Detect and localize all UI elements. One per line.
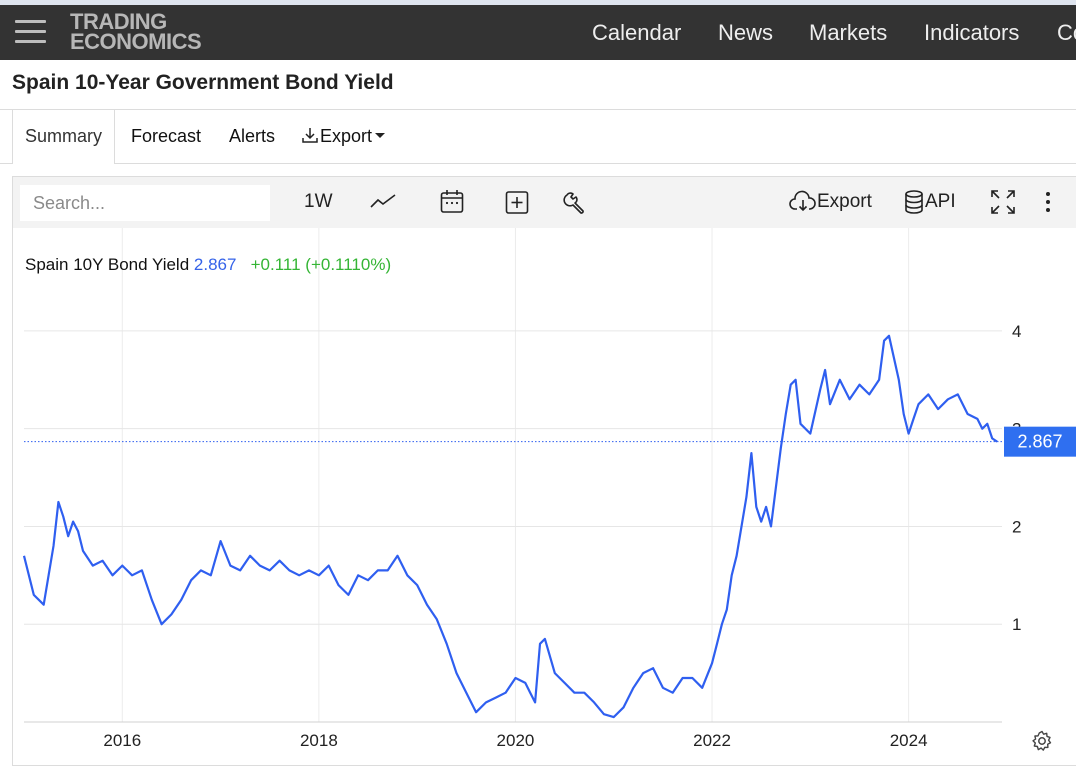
nav-link-markets[interactable]: Markets — [809, 20, 888, 45]
hamburger-menu-icon[interactable] — [15, 20, 46, 44]
gear-icon[interactable] — [1031, 730, 1053, 752]
calendar-icon[interactable] — [440, 188, 464, 216]
legend-change: +0.111 (+0.1110%) — [250, 255, 392, 274]
y-tick-label: 1 — [1012, 615, 1021, 634]
tabs-bar: Summary Forecast Alerts Export — [0, 109, 1076, 164]
more-vertical-icon[interactable] — [1038, 188, 1058, 216]
y-tick-label: 4 — [1012, 322, 1021, 341]
x-tick-label: 2024 — [890, 731, 928, 750]
chevron-down-icon — [375, 133, 386, 139]
x-tick-label: 2018 — [300, 731, 338, 750]
nav-link-indicators[interactable]: Indicators — [924, 20, 1020, 45]
database-icon — [905, 190, 923, 214]
nav-link-countries[interactable]: Co — [1057, 20, 1076, 45]
x-tick-label: 2022 — [693, 731, 731, 750]
x-tick-label: 2020 — [497, 731, 535, 750]
export-button[interactable]: Export — [789, 188, 872, 216]
cloud-download-icon — [789, 190, 816, 212]
logo-line-2: ECONOMICS — [70, 29, 202, 54]
logo-line-1: TRADING — [70, 9, 167, 34]
y-tick-label: 2 — [1012, 517, 1021, 536]
search-input[interactable] — [20, 185, 270, 221]
api-button[interactable]: API — [903, 188, 956, 216]
export-button-label: Export — [817, 191, 872, 212]
series-line-spain-10y — [22, 334, 998, 719]
line-chart-icon[interactable] — [370, 188, 396, 216]
browser-top-strip — [0, 0, 1076, 5]
tab-export-label: Export — [320, 126, 373, 146]
nav-link-news[interactable]: News — [718, 20, 774, 45]
nav-link-calendar[interactable]: Calendar — [592, 20, 682, 45]
tab-forecast[interactable]: Forecast — [131, 126, 202, 146]
compare-plus-icon[interactable] — [505, 188, 529, 216]
trading-economics-logo[interactable]: TRADING ECONOMICS — [70, 9, 202, 54]
page-title: Spain 10-Year Government Bond Yield — [12, 71, 394, 94]
tab-summary[interactable]: Summary — [12, 110, 116, 164]
x-tick-label: 2016 — [103, 731, 141, 750]
last-value-badge-label: 2.867 — [1017, 432, 1062, 452]
range-1w-button[interactable]: 1W — [304, 191, 333, 212]
fullscreen-icon[interactable] — [990, 188, 1016, 216]
tab-export[interactable]: Export — [300, 110, 386, 163]
chart-legend: Spain 10Y Bond Yield 2.867 +0.111 (+0.11… — [25, 255, 391, 275]
top-navbar: TRADING ECONOMICS Calendar News Markets … — [0, 5, 1076, 60]
last-value-badge — [1004, 426, 1076, 457]
legend-series-name: Spain 10Y Bond Yield — [25, 255, 190, 274]
nav-links: Calendar News Markets Indicators Co — [0, 5, 1076, 60]
api-button-label: API — [925, 191, 956, 212]
tab-alerts[interactable]: Alerts — [229, 126, 276, 146]
legend-value: 2.867 — [193, 255, 237, 274]
download-icon — [302, 128, 318, 143]
wrench-icon[interactable] — [563, 188, 587, 216]
